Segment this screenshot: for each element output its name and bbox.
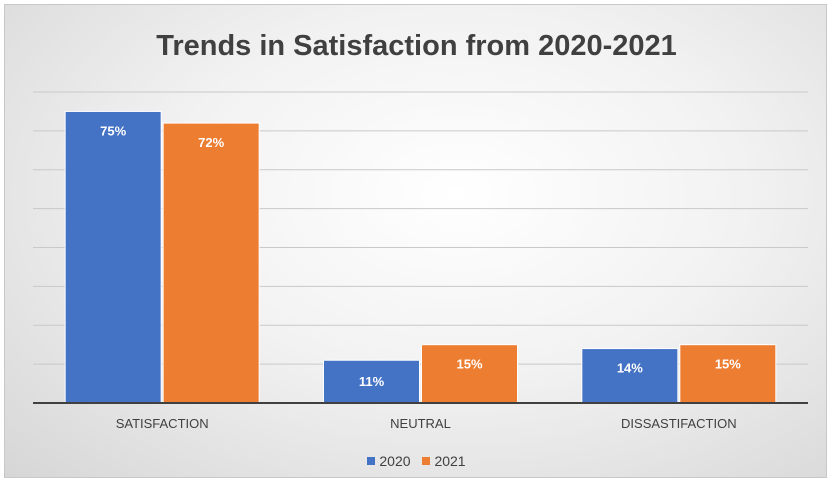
- chart-legend: 2020 2021: [0, 453, 833, 469]
- category-label-1: NEUTRAL: [390, 416, 451, 431]
- legend-item-2020: 2020: [367, 453, 411, 469]
- legend-label-2020: 2020: [379, 453, 411, 469]
- category-label-2: DISSASTIFACTION: [621, 416, 737, 431]
- data-label-2021-2: 15%: [715, 357, 741, 372]
- data-label-2021-0: 72%: [198, 135, 224, 150]
- bar-2020-0: [64, 110, 162, 404]
- legend-swatch-2020: [367, 457, 376, 465]
- legend-item-2021: 2021: [422, 453, 466, 469]
- category-label-0: SATISFACTION: [116, 416, 209, 431]
- legend-swatch-2021: [422, 457, 431, 465]
- data-label-2020-0: 75%: [100, 123, 126, 138]
- data-label-2021-1: 15%: [456, 357, 482, 372]
- bar-2021-2: [679, 344, 777, 404]
- bar-2020-2: [581, 348, 679, 404]
- data-label-2020-1: 11%: [359, 374, 385, 389]
- bar-2020-1: [323, 359, 420, 404]
- chart-title: Trends in Satisfaction from 2020-2021: [156, 30, 677, 62]
- data-label-2020-2: 14%: [617, 361, 643, 376]
- bar-2021-0: [162, 122, 260, 404]
- bar-2021-1: [421, 344, 518, 404]
- legend-label-2021: 2021: [434, 453, 466, 469]
